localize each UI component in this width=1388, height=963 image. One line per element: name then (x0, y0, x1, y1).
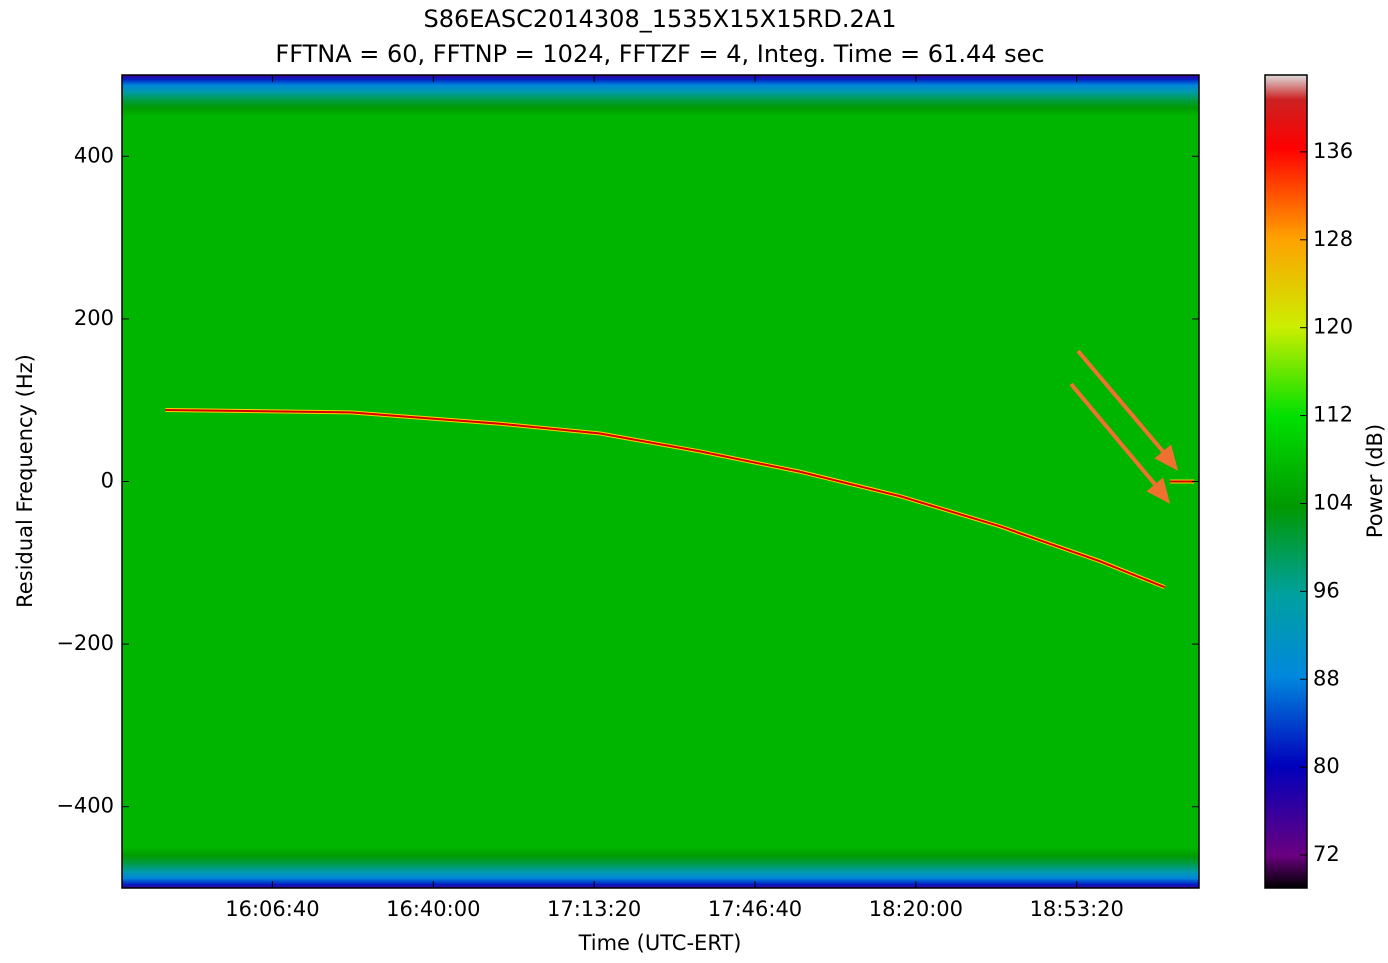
y-tick-label: 200 (74, 306, 114, 330)
y-tick-label: −400 (56, 794, 114, 818)
colorbar (1264, 74, 1308, 889)
colorbar-tick-label: 104 (1313, 490, 1353, 514)
x-tick-label: 17:13:20 (547, 897, 641, 921)
y-tick-label: 400 (74, 143, 114, 167)
chart-subtitle: FFTNA = 60, FFTNP = 1024, FFTZF = 4, Int… (275, 40, 1044, 68)
x-tick-label: 16:06:40 (225, 897, 319, 921)
power-band (122, 75, 1199, 80)
power-band (122, 847, 1199, 856)
y-tick-label: −200 (56, 631, 114, 655)
x-axis-label: Time (UTC-ERT) (578, 931, 742, 955)
plot-layer: −400 −200 0 200 400 16:06:40 16:40:00 17:13:20 1… (56, 74, 1353, 921)
arrow-head (1146, 477, 1171, 504)
power-band (122, 91, 1199, 100)
y-tick-label: 0 (101, 469, 114, 493)
colorbar-tick-label: 128 (1313, 227, 1353, 251)
power-band (122, 855, 1199, 865)
power-band (122, 115, 1199, 848)
annotation-arrows (1069, 349, 1179, 504)
arrow (1069, 382, 1160, 490)
y-axis-label: Residual Frequency (Hz) (13, 354, 37, 608)
colorbar-tick-label: 112 (1313, 403, 1353, 427)
x-tick-label: 18:20:00 (869, 897, 963, 921)
signal-line (165, 408, 1166, 589)
colorbar-tick-label: 136 (1313, 139, 1353, 163)
chart-title: S86EASC2014308_1535X15X15RD.2A1 (423, 5, 896, 33)
x-tick-label: 16:40:00 (386, 897, 480, 921)
power-band (122, 878, 1199, 885)
power-band (122, 883, 1199, 889)
colorbar-tick-label: 96 (1313, 578, 1340, 602)
colorbar-tick-label: 120 (1313, 315, 1353, 339)
x-tick-label: 17:46:40 (708, 897, 802, 921)
arrow-head (1154, 444, 1179, 471)
power-band (122, 107, 1199, 117)
power-band (122, 871, 1199, 879)
power-band (122, 863, 1199, 873)
colorbar-tick-label: 72 (1313, 842, 1340, 866)
colorbar-tick-label: 80 (1313, 754, 1340, 778)
power-band (122, 99, 1199, 109)
arrow (1076, 349, 1168, 457)
power-band (122, 84, 1199, 92)
x-tick-label: 18:53:20 (1030, 897, 1124, 921)
colorbar-tick-label: 88 (1313, 666, 1340, 690)
colorbar-label: Power (dB) (1363, 424, 1387, 538)
power-band (122, 79, 1199, 86)
